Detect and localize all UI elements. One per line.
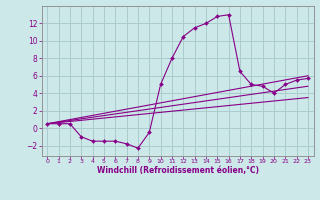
X-axis label: Windchill (Refroidissement éolien,°C): Windchill (Refroidissement éolien,°C) [97,166,259,175]
